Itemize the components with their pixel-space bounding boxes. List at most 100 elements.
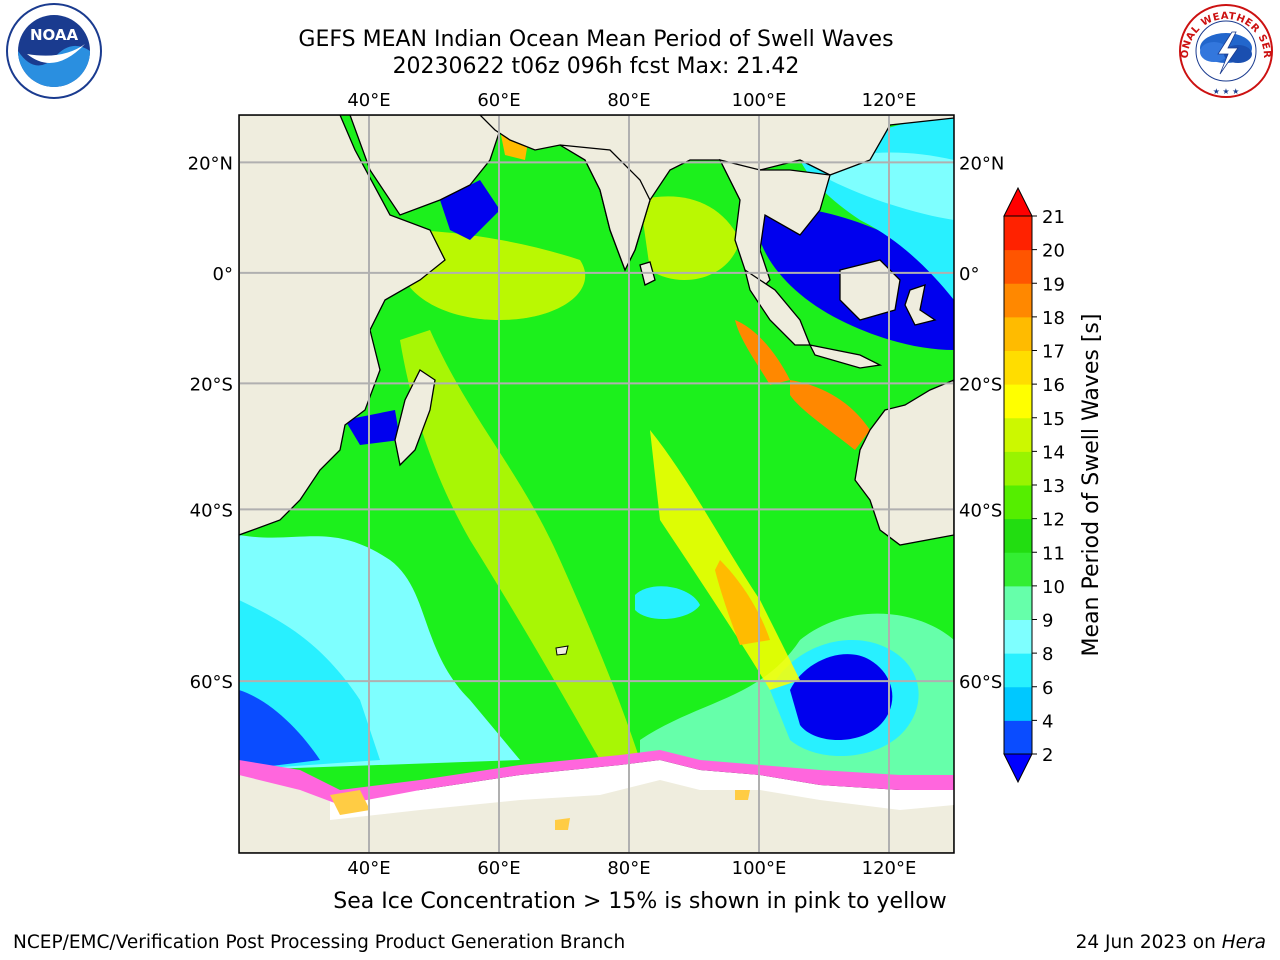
colorbar-tick-label: 12	[1042, 510, 1065, 531]
land-australia	[854, 379, 954, 546]
lon-tick-label-top: 80°E	[607, 90, 650, 111]
credit-text: NCEP/EMC/Verification Post Processing Pr…	[13, 932, 626, 953]
swell-streak-3	[715, 560, 770, 645]
colorbar	[1003, 186, 1033, 784]
map-subtitle: 20230622 t06z 096h fcst Max: 21.42	[392, 54, 800, 79]
colorbar-over-arrow	[1003, 186, 1033, 217]
lat-tick-label-left: 20°S	[190, 374, 233, 395]
host-name: Hera	[1221, 932, 1266, 953]
lat-tick-label-left: 60°S	[190, 672, 233, 693]
lat-tick-label-left: 40°S	[190, 500, 233, 521]
colorbar-tick-label: 19	[1042, 274, 1065, 295]
ice-shelf	[239, 760, 954, 820]
colorbar-segment	[1004, 485, 1032, 520]
lon-tick-label-bottom: 120°E	[862, 858, 917, 879]
land-africa	[239, 115, 446, 536]
swell-streak-1	[400, 330, 640, 760]
colorbar-tick-label: 8	[1042, 644, 1053, 665]
map-area	[239, 115, 954, 853]
lat-tick-label-right: 60°S	[959, 672, 1002, 693]
colorbar-tick-label: 14	[1042, 442, 1065, 463]
lon-tick-label-top: 120°E	[862, 90, 917, 111]
colorbar-tick-label: 17	[1042, 342, 1065, 363]
date-stamp: 24 Jun 2023 on Hera	[1076, 932, 1266, 953]
kerguelen-patch	[635, 586, 700, 620]
colorbar-segment	[1004, 384, 1032, 419]
lat-tick-label-right: 40°S	[959, 500, 1002, 521]
date-text: 24 Jun 2023 on	[1075, 932, 1222, 953]
lat-labels-right: 20°N 0° 20°S 40°S 60°S	[959, 153, 1004, 693]
colorbar-segment	[1004, 350, 1032, 385]
lon-tick-label-top: 60°E	[477, 90, 520, 111]
colorbar-segment	[1004, 619, 1032, 654]
colorbar-tick-label: 6	[1042, 678, 1053, 699]
lon-tick-label-top: 40°E	[347, 90, 390, 111]
land-sulawesi	[904, 284, 937, 326]
noaa-logo-text: NOAA	[30, 26, 79, 44]
sea-ice-caption: Sea Ice Concentration > 15% is shown in …	[333, 889, 947, 914]
colorbar-segment	[1004, 451, 1032, 486]
colorbar-tick-label: 21	[1042, 207, 1065, 228]
sumatra-orange	[735, 320, 790, 385]
sea-ice-yellow-3	[735, 790, 750, 800]
arabian-sea-yellow	[400, 230, 586, 320]
sea-ice-yellow	[330, 790, 370, 815]
colorbar-segment	[1004, 316, 1032, 351]
colorbar-tick-label: 13	[1042, 476, 1065, 497]
colorbar-segment	[1004, 216, 1032, 251]
map-frame	[238, 114, 955, 854]
sea-ice-band	[239, 750, 954, 805]
lat-tick-label-right: 0°	[959, 264, 979, 285]
colorbar-tick-label: 16	[1042, 375, 1065, 396]
land-indochina	[718, 159, 831, 291]
lon-tick-label-bottom: 40°E	[347, 858, 390, 879]
mozambique-channel-blue	[345, 410, 400, 445]
colorbar-segment	[1004, 653, 1032, 688]
colorbar-segment	[1004, 720, 1032, 755]
colorbar-segment	[1004, 417, 1032, 452]
lat-tick-label-left: 0°	[213, 264, 233, 285]
colorbar-under-arrow	[1003, 753, 1033, 784]
lat-tick-label-left: 20°N	[188, 153, 233, 174]
lon-tick-label-bottom: 80°E	[607, 858, 650, 879]
land-madagascar	[394, 369, 436, 467]
land-java	[808, 344, 883, 369]
colorbar-tick-labels: 2 4 6 8 9 10 11 12 13 14 15 16 17 18 19 20 21	[1032, 207, 1065, 766]
gulf-of-aden-blue	[440, 180, 500, 240]
colorbar-tick-label: 9	[1042, 611, 1053, 632]
gridlines	[239, 115, 954, 853]
land-sumatra	[743, 268, 811, 346]
colorbar-label: Mean Period of Swell Waves [s]	[1079, 314, 1104, 657]
sea-ice-yellow-2	[555, 818, 570, 830]
colorbar-segment	[1004, 686, 1032, 721]
southern-ocean-blue	[239, 690, 320, 770]
colorbar-segment	[1004, 249, 1032, 284]
map-title: GEFS MEAN Indian Ocean Mean Period of Sw…	[298, 27, 894, 52]
lon-tick-label-top: 100°E	[732, 90, 787, 111]
lat-tick-label-right: 20°N	[959, 153, 1004, 174]
land-kerguelen	[555, 645, 569, 656]
pacific-light	[830, 152, 954, 220]
colorbar-segment	[1004, 585, 1032, 620]
colorbar-segment	[1004, 283, 1032, 318]
colorbar-tick-label: 2	[1042, 745, 1053, 766]
colorbar-tick-label: 18	[1042, 308, 1065, 329]
lon-tick-label-bottom: 60°E	[477, 858, 520, 879]
low-period-core-sw-australia	[790, 654, 893, 740]
colorbar-tick-label: 15	[1042, 409, 1065, 430]
lat-tick-label-right: 20°S	[959, 374, 1002, 395]
lon-labels-top: 40°E 60°E 80°E 100°E 120°E	[347, 90, 916, 111]
australia-west-orange	[790, 380, 870, 450]
colorbar-tick-label: 10	[1042, 577, 1065, 598]
lat-labels-left: 20°N 0° 20°S 40°S 60°S	[188, 153, 233, 693]
bay-of-bengal-yellow	[640, 196, 740, 280]
lon-tick-label-bottom: 100°E	[732, 858, 787, 879]
noaa-logo: NOAA	[6, 3, 102, 99]
land-borneo	[839, 259, 901, 321]
colorbar-tick-label: 11	[1042, 543, 1065, 564]
colorbar-tick-label: 20	[1042, 241, 1065, 262]
colorbar-segment	[1004, 552, 1032, 587]
colorbar-segment	[1004, 518, 1032, 553]
svg-text:★ ★ ★: ★ ★ ★	[1213, 87, 1240, 96]
lon-labels-bottom: 40°E 60°E 80°E 100°E 120°E	[347, 858, 916, 879]
